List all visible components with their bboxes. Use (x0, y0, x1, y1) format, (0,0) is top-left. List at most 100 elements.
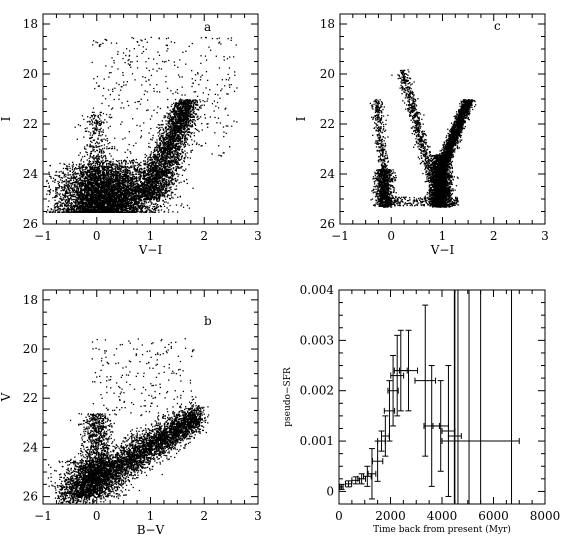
scatter-point (139, 205, 141, 207)
scatter-point (69, 174, 71, 176)
scatter-point (134, 194, 136, 197)
scatter-point (114, 185, 117, 187)
scatter-point (97, 198, 99, 200)
scatter-point (59, 185, 61, 187)
scatter-point (63, 211, 65, 213)
scatter-point (168, 209, 170, 211)
scatter-point (124, 195, 126, 198)
scatter-point (128, 186, 130, 188)
scatter-point (119, 201, 121, 203)
scatter-point (106, 165, 109, 168)
scatter-point (120, 205, 123, 208)
scatter-point (95, 177, 97, 179)
scatter-point (56, 204, 58, 207)
scatter-point (162, 199, 164, 202)
scatter-point (74, 202, 76, 204)
scatter-point (140, 208, 142, 210)
scatter-point (91, 200, 93, 202)
scatter-point (173, 182, 175, 184)
scatter-point (97, 176, 99, 178)
scatter-point (63, 163, 65, 165)
scatter-point (97, 201, 99, 204)
scatter-point (87, 169, 89, 171)
scatter-point (95, 166, 97, 168)
scatter-point (56, 211, 59, 213)
scatter-point (125, 176, 127, 179)
scatter-point (146, 207, 148, 209)
scatter-point (47, 209, 49, 211)
scatter-point (76, 198, 78, 200)
scatter-point (105, 195, 107, 197)
scatter-point (84, 171, 86, 173)
scatter-point (60, 204, 62, 206)
scatter-point (100, 181, 102, 183)
scatter-point (95, 201, 97, 204)
scatter-point (117, 191, 119, 194)
scatter-point (103, 165, 105, 168)
scatter-point (123, 169, 125, 172)
scatter-point (82, 182, 84, 184)
scatter-point (58, 194, 61, 196)
scatter-point (113, 206, 115, 208)
scatter-point (99, 162, 101, 164)
scatter-point (144, 186, 146, 188)
scatter-point (122, 173, 124, 175)
scatter-point (80, 196, 82, 198)
scatter-point (125, 174, 128, 176)
scatter-point (139, 210, 141, 213)
scatter-point (59, 197, 61, 200)
scatter-point (70, 211, 73, 213)
scatter-point (141, 182, 144, 184)
scatter-point (76, 168, 78, 170)
scatter-point (106, 205, 109, 207)
scatter-point (181, 203, 183, 205)
scatter-point (98, 205, 100, 207)
scatter-point (126, 186, 128, 188)
scatter-point (56, 191, 58, 194)
scatter-point (97, 199, 100, 201)
scatter-point (123, 179, 126, 181)
scatter-point (121, 201, 124, 203)
scatter-point (104, 203, 106, 205)
scatter-point (79, 198, 82, 200)
scatter-point (158, 188, 160, 190)
scatter-point (85, 208, 88, 210)
scatter-point (108, 169, 110, 171)
scatter-point (82, 169, 84, 172)
scatter-point (129, 180, 131, 182)
scatter-point (65, 209, 68, 212)
scatter-point (117, 210, 119, 212)
scatter-point (54, 207, 56, 209)
scatter-point (110, 204, 112, 206)
scatter-point (67, 202, 69, 204)
scatter-point (92, 167, 94, 169)
scatter-point (137, 197, 139, 199)
scatter-point (118, 209, 120, 211)
scatter-point (64, 200, 66, 202)
scatter-point (82, 190, 84, 192)
scatter-point (114, 210, 116, 212)
scatter-point (128, 166, 130, 169)
scatter-point (77, 189, 79, 192)
scatter-point (119, 189, 121, 191)
scatter-point (140, 210, 142, 212)
scatter-point (115, 193, 118, 195)
scatter-point (67, 198, 69, 200)
scatter-point (85, 177, 88, 179)
scatter-point (76, 186, 78, 188)
scatter-point (49, 210, 51, 212)
scatter-point (99, 165, 101, 167)
scatter-point (125, 205, 128, 207)
scatter-point (70, 187, 72, 189)
scatter-point (56, 188, 58, 190)
scatter-point (115, 160, 118, 162)
scatter-point (120, 208, 122, 211)
scatter-point (124, 172, 126, 174)
scatter-point (99, 162, 102, 164)
scatter-point (74, 198, 76, 201)
scatter-point (85, 201, 88, 204)
scatter-point (87, 189, 89, 191)
scatter-point (126, 172, 128, 174)
scatter-point (146, 177, 148, 179)
scatter-point (106, 167, 108, 169)
